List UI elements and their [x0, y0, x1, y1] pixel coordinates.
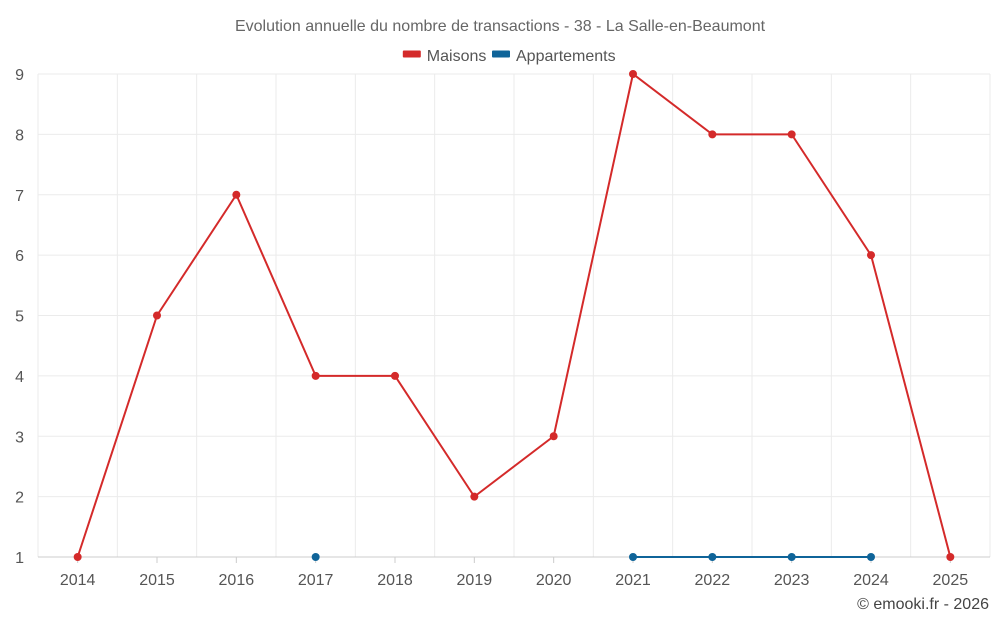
data-point[interactable] — [549, 432, 558, 441]
data-point[interactable] — [391, 371, 399, 380]
series-appartements — [311, 553, 875, 561]
data-point[interactable] — [470, 492, 479, 501]
series-layer — [73, 70, 955, 561]
data-point[interactable] — [232, 190, 241, 199]
data-point[interactable] — [153, 311, 161, 320]
chart-title: Evolution annuelle du nombre de transact… — [235, 18, 766, 35]
data-point[interactable] — [867, 251, 875, 260]
data-point[interactable] — [311, 553, 320, 561]
data-point[interactable] — [946, 553, 955, 561]
legend-item-appartements[interactable]: Appartements — [492, 48, 616, 65]
x-tick-label: 2021 — [615, 572, 651, 589]
legend-swatch — [492, 50, 510, 58]
data-point[interactable] — [629, 553, 637, 561]
y-tick-label: 3 — [15, 429, 24, 446]
series-maisons — [73, 70, 955, 561]
y-tick-label: 2 — [15, 490, 24, 507]
grid — [37, 73, 991, 557]
x-tick-label: 2018 — [377, 572, 413, 589]
legend-label: Appartements — [516, 48, 616, 65]
x-tick-label: 2015 — [139, 572, 175, 589]
x-tick-label: 2025 — [933, 572, 969, 589]
data-point[interactable] — [311, 371, 320, 380]
series-line — [76, 73, 952, 558]
x-tick-label: 2020 — [536, 572, 572, 589]
x-tick-label: 2019 — [457, 572, 493, 589]
x-tick-label: 2014 — [60, 572, 96, 589]
data-point[interactable] — [629, 70, 637, 78]
data-point[interactable] — [708, 553, 717, 561]
legend: Maisons Appartements — [402, 48, 616, 65]
y-tick-label: 9 — [15, 67, 24, 84]
data-point[interactable] — [787, 553, 796, 561]
y-tick-label: 8 — [15, 127, 24, 144]
legend-swatch — [402, 50, 421, 58]
x-tick-label: 2016 — [219, 572, 255, 589]
y-tick-label: 6 — [15, 248, 24, 265]
legend-item-maisons[interactable]: Maisons — [402, 48, 487, 65]
data-point[interactable] — [867, 553, 875, 561]
y-tick-label: 7 — [15, 188, 24, 205]
data-point[interactable] — [708, 130, 717, 139]
y-tick-label: 1 — [15, 550, 24, 567]
y-tick-label: 4 — [15, 369, 24, 386]
x-tick-label: 2023 — [774, 572, 810, 589]
x-tick-label: 2017 — [298, 572, 334, 589]
x-tick-label: 2024 — [853, 572, 889, 589]
credit-text: © emooki.fr - 2026 — [857, 596, 989, 613]
legend-label: Maisons — [427, 48, 487, 65]
x-tick-label: 2022 — [695, 572, 731, 589]
data-point[interactable] — [73, 553, 82, 561]
y-tick-label: 5 — [15, 309, 24, 326]
data-point[interactable] — [787, 130, 796, 139]
axes: 1 2 3 4 5 6 7 8 9 2014 2015 2016 2017 2018 2019 2020 202… — [15, 67, 990, 589]
